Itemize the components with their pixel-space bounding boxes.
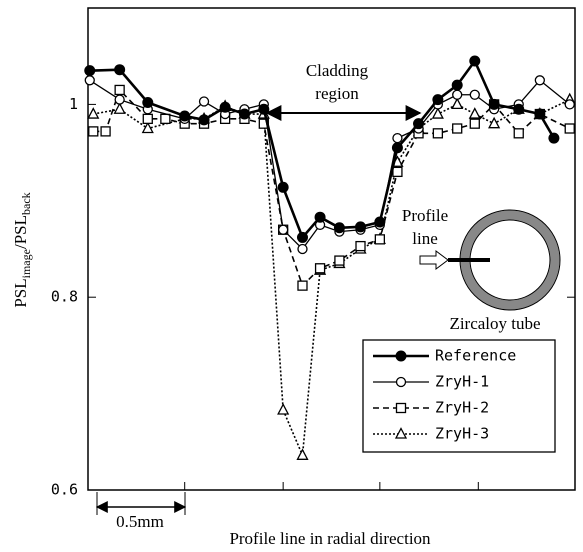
marker [100, 126, 111, 137]
marker [160, 113, 171, 125]
marker [392, 166, 403, 178]
marker [179, 110, 191, 122]
y-label-sub: image [19, 249, 33, 278]
y-tick-label: 1 [69, 95, 78, 113]
marker [296, 448, 309, 460]
marker [219, 101, 231, 113]
marker [513, 128, 524, 139]
marker [451, 79, 463, 91]
marker [513, 103, 525, 115]
marker [113, 102, 126, 114]
marker [297, 280, 308, 291]
y-label-part: PSL [11, 278, 30, 307]
marker [468, 107, 481, 119]
marker [238, 108, 250, 120]
marker [469, 55, 481, 67]
marker [432, 94, 444, 106]
marker [355, 221, 367, 233]
annotation: region [315, 84, 359, 103]
marker [277, 181, 289, 193]
legend-label: Reference [435, 347, 516, 365]
annotation: Zircaloy tube [449, 314, 540, 333]
marker [334, 255, 345, 266]
annotation: Profile [402, 206, 448, 225]
marker [198, 96, 210, 107]
marker [432, 128, 444, 139]
y-axis-label: PSLimage/PSLback [11, 192, 33, 307]
marker [114, 94, 125, 105]
y-tick-label: 0.6 [51, 481, 78, 499]
marker [333, 222, 345, 234]
marker [564, 123, 575, 134]
marker [84, 65, 96, 77]
marker [84, 75, 95, 86]
marker [391, 142, 403, 154]
marker [355, 240, 366, 252]
marker [296, 231, 308, 243]
marker [88, 126, 99, 137]
marker [142, 96, 154, 108]
annotation: line [412, 229, 438, 248]
marker [534, 75, 545, 86]
marker [469, 89, 480, 100]
marker [141, 121, 154, 134]
legend-label: ZryH-3 [435, 425, 489, 443]
marker [488, 98, 500, 110]
y-label-sub: back [19, 192, 33, 215]
marker [431, 107, 444, 119]
annotation: Cladding [306, 61, 369, 80]
marker [258, 103, 270, 115]
marker [114, 84, 125, 96]
annotation: 0.5mm [116, 512, 164, 531]
arrow-icon [419, 250, 449, 270]
marker [142, 113, 153, 125]
marker [413, 118, 425, 130]
marker [451, 97, 464, 110]
marker [87, 107, 100, 119]
marker [564, 99, 575, 110]
plot-frame [87, 7, 576, 491]
marker [114, 64, 126, 76]
y-tick-label: 0.8 [51, 288, 78, 306]
marker [392, 132, 403, 144]
legend-label: ZryH-1 [435, 373, 489, 391]
x-axis-label: Profile line in radial direction [229, 529, 431, 548]
marker [548, 132, 560, 144]
marker [488, 116, 501, 129]
marker [278, 224, 289, 235]
marker [277, 403, 290, 415]
y-label-part: /PSL [11, 215, 30, 249]
marker [469, 118, 480, 129]
legend-marker [395, 376, 407, 388]
legend-label: ZryH-2 [435, 399, 489, 417]
marker [374, 234, 385, 245]
marker [452, 123, 463, 134]
marker [452, 89, 463, 100]
marker [314, 263, 326, 274]
marker [198, 114, 210, 126]
legend-marker [394, 427, 408, 439]
legend-marker [395, 350, 407, 362]
marker [534, 108, 546, 120]
marker [374, 216, 386, 228]
legend-marker [395, 402, 407, 414]
marker [297, 243, 308, 255]
marker [314, 211, 326, 223]
